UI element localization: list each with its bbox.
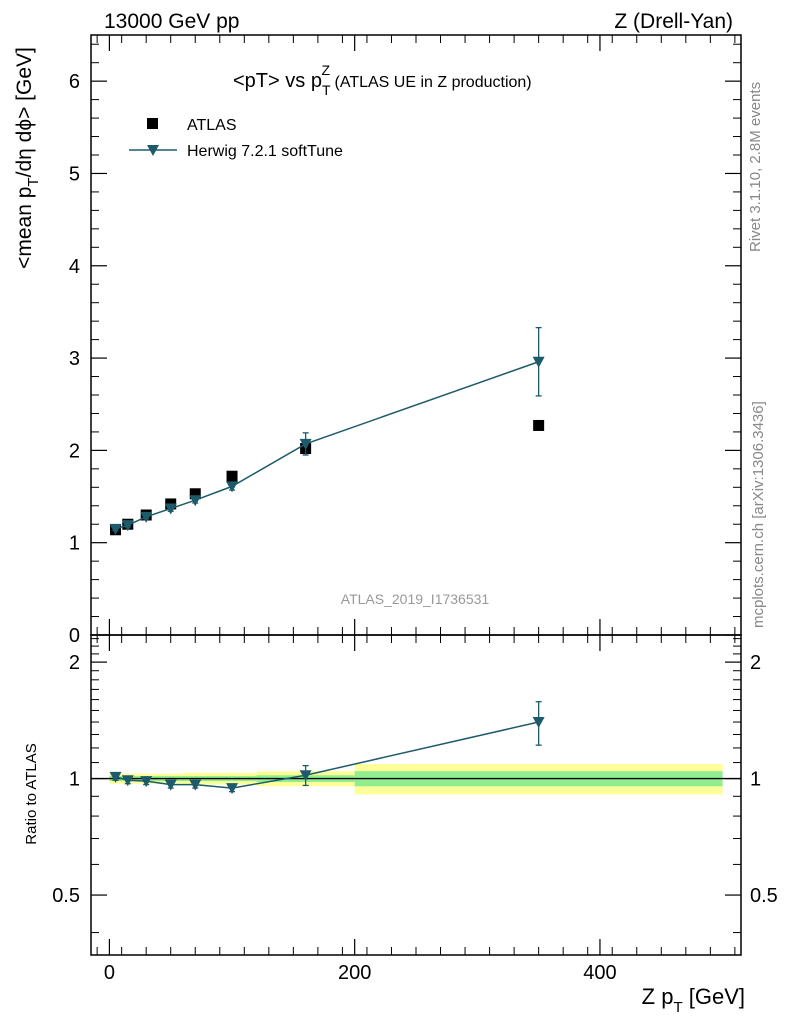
plot-title-suffix: (ATLAS UE in Z production) bbox=[330, 74, 532, 91]
process-label: Z (Drell-Yan) bbox=[614, 10, 733, 33]
legend-label-herwig: Herwig 7.2.1 softTune bbox=[187, 143, 343, 160]
ratio-point bbox=[226, 783, 239, 795]
ratio-point bbox=[299, 770, 312, 782]
herwig-line bbox=[115, 361, 539, 530]
herwig-point bbox=[532, 356, 545, 368]
atlas-point bbox=[533, 419, 545, 431]
ratio-y-tick-label-right: 1 bbox=[750, 769, 761, 791]
ratio-panel-frame bbox=[90, 634, 742, 956]
ratio-point bbox=[189, 779, 202, 791]
ratio-y-tick-label-right: 2 bbox=[750, 652, 761, 674]
atlas-point bbox=[189, 488, 201, 500]
main-y-tick-label: 4 bbox=[69, 256, 80, 278]
mcplots-label: mcplots.cern.ch [arXiv:1306.3436] bbox=[750, 401, 767, 628]
plot-title-sup: Z bbox=[322, 62, 331, 78]
x-axis-label: Z pT [GeV] bbox=[642, 984, 745, 1016]
data-marks bbox=[109, 326, 545, 795]
main-y-label: <mean pT/dη dϕ> [GeV] bbox=[13, 47, 42, 269]
ratio-point bbox=[164, 779, 177, 791]
ratio-bands bbox=[91, 764, 741, 795]
ratio-y-tick-label-left: 1 bbox=[69, 769, 80, 791]
herwig-point bbox=[140, 511, 153, 523]
ratio-y-tick-label-left: 2 bbox=[69, 652, 80, 674]
main-y-tick-label: 2 bbox=[69, 440, 80, 462]
plot-title-sub: T bbox=[322, 82, 331, 98]
axis-ticks: 0 200 400 0 1 2 3 4 5 6 0.5 0.5 1 1 2 2 bbox=[52, 35, 778, 984]
plot-title: <pT> vs pTZ (ATLAS UE in Z production) bbox=[233, 62, 532, 98]
ratio-y-tick-label-right: 0.5 bbox=[750, 885, 778, 907]
main-y-label-sub: T bbox=[25, 177, 42, 186]
ratio-y-tick-label-left: 0.5 bbox=[52, 885, 80, 907]
legend-marker-herwig bbox=[147, 145, 159, 156]
herwig-point bbox=[109, 523, 122, 535]
legend: ATLAS Herwig 7.2.1 softTune bbox=[129, 117, 343, 160]
herwig-point bbox=[121, 520, 134, 532]
herwig-point bbox=[164, 503, 177, 515]
herwig-point bbox=[189, 495, 202, 507]
main-y-label-pre: <mean p bbox=[13, 187, 36, 269]
ratio-point bbox=[109, 771, 122, 783]
analysis-id-label: ATLAS_2019_I1736531 bbox=[341, 591, 490, 607]
rivet-version-label: Rivet 3.1.10, 2.8M events bbox=[747, 82, 764, 252]
ratio-point bbox=[121, 775, 134, 787]
legend-label-atlas: ATLAS bbox=[187, 117, 237, 134]
main-y-tick-label: 6 bbox=[69, 71, 80, 93]
main-y-tick-label: 5 bbox=[69, 163, 80, 185]
plot-title-prefix: <pT> vs p bbox=[233, 70, 322, 92]
x-axis-label-sub: T bbox=[673, 999, 682, 1016]
x-axis-label-pre: Z p bbox=[642, 984, 674, 1009]
x-tick-label: 200 bbox=[338, 962, 371, 984]
main-y-tick-label: 3 bbox=[69, 348, 80, 370]
ratio-point bbox=[140, 776, 153, 788]
main-y-label-post: /dη dϕ> [GeV] bbox=[13, 47, 36, 177]
herwig-point bbox=[299, 438, 312, 450]
main-y-tick-label: 0 bbox=[69, 625, 80, 647]
energy-label: 13000 GeV pp bbox=[104, 10, 239, 33]
x-axis-label-post: [GeV] bbox=[683, 984, 745, 1009]
x-tick-label: 400 bbox=[583, 962, 616, 984]
ratio-y-label: Ratio to ATLAS bbox=[23, 743, 40, 844]
atlas-point bbox=[226, 470, 238, 482]
main-y-tick-label: 1 bbox=[69, 533, 80, 555]
x-tick-label: 0 bbox=[104, 962, 115, 984]
herwig-point bbox=[226, 481, 239, 493]
ratio-point bbox=[532, 717, 545, 729]
legend-marker-atlas bbox=[147, 118, 158, 129]
